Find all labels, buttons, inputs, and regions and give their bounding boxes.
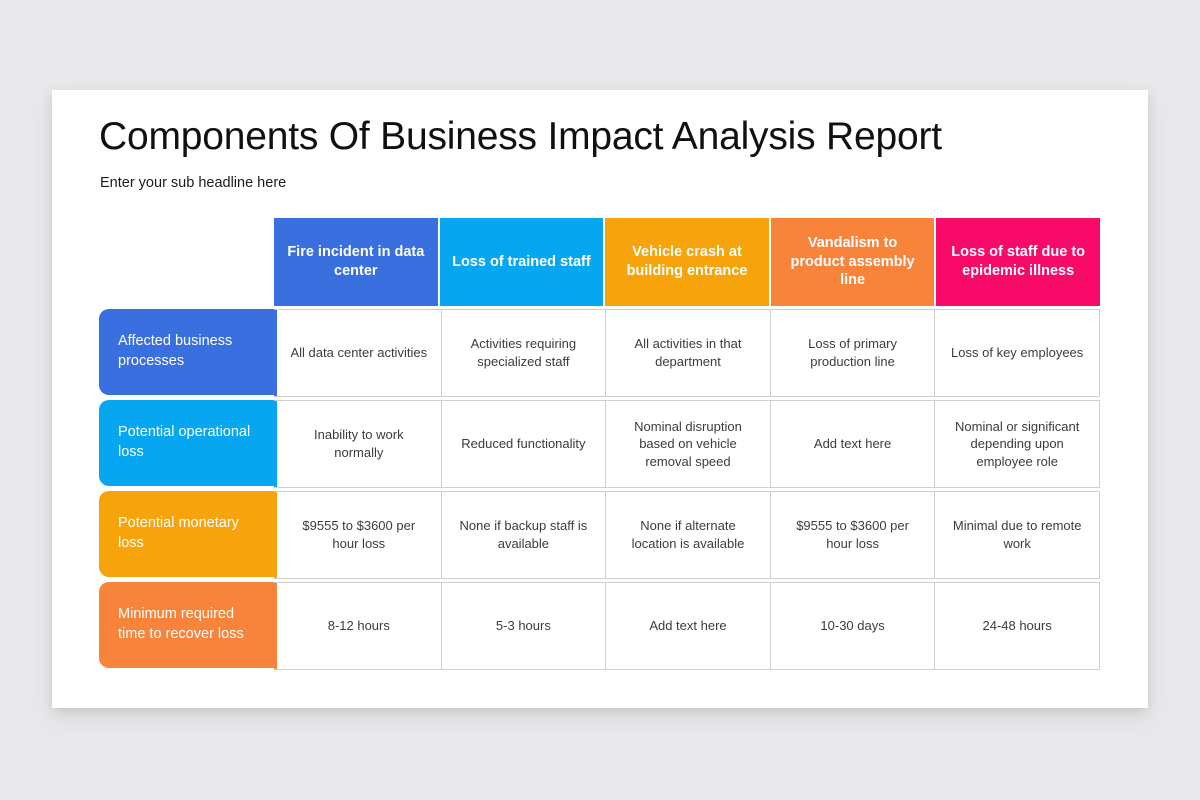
- cell-r4c5[interactable]: 24-48 hours: [935, 583, 1100, 669]
- row-label-potential-monetary-loss-wrap: Potential monetary loss: [99, 491, 274, 579]
- cell-r3c5[interactable]: Minimal due to remote work: [935, 492, 1100, 578]
- row-cells: Inability to work normally Reduced funct…: [274, 400, 1100, 488]
- table-header-row: Fire incident in data center Loss of tra…: [99, 218, 1100, 306]
- cell-r1c5[interactable]: Loss of key employees: [935, 310, 1100, 396]
- column-header-fire-incident[interactable]: Fire incident in data center: [274, 218, 440, 306]
- cell-r3c3[interactable]: None if alternate location is available: [606, 492, 771, 578]
- impact-matrix-table: Fire incident in data center Loss of tra…: [99, 218, 1100, 670]
- cell-r2c4[interactable]: Add text here: [770, 401, 936, 487]
- row-cells: $9555 to $3600 per hour loss None if bac…: [274, 491, 1100, 579]
- column-header-epidemic-illness[interactable]: Loss of staff due to epidemic illness: [936, 218, 1100, 306]
- cell-r1c4[interactable]: Loss of primary production line: [770, 310, 936, 396]
- page-subtitle: Enter your sub headline here: [100, 175, 287, 191]
- cell-r4c3[interactable]: Add text here: [606, 583, 771, 669]
- cell-r4c4[interactable]: 10-30 days: [770, 583, 936, 669]
- row-label-potential-operational-loss-wrap: Potential operational loss: [99, 400, 274, 488]
- cell-r2c3[interactable]: Nominal disruption based on vehicle remo…: [606, 401, 771, 487]
- row-cells: 8-12 hours 5-3 hours Add text here 10-30…: [274, 582, 1100, 670]
- cell-r3c1[interactable]: $9555 to $3600 per hour loss: [274, 492, 442, 578]
- table-row: Potential operational loss Inability to …: [99, 400, 1100, 488]
- column-header-vandalism[interactable]: Vandalism to product assembly line: [770, 218, 937, 306]
- page-title: Components Of Business Impact Analysis R…: [99, 115, 942, 158]
- row-label-minimum-recovery-time-wrap: Minimum required time to recover loss: [99, 582, 274, 670]
- cell-r1c2[interactable]: Activities requiring specialized staff: [441, 310, 607, 396]
- cell-r1c3[interactable]: All activities in that department: [606, 310, 771, 396]
- row-label-potential-monetary-loss[interactable]: Potential monetary loss: [99, 491, 274, 577]
- column-header-vehicle-crash[interactable]: Vehicle crash at building entrance: [605, 218, 771, 306]
- cell-r4c1[interactable]: 8-12 hours: [274, 583, 442, 669]
- row-label-affected-business-processes-wrap: Affected business processes: [99, 309, 274, 397]
- cell-r2c1[interactable]: Inability to work normally: [274, 401, 442, 487]
- cell-r3c4[interactable]: $9555 to $3600 per hour loss: [770, 492, 936, 578]
- table-row: Affected business processes All data cen…: [99, 309, 1100, 397]
- slide-canvas: Components Of Business Impact Analysis R…: [52, 90, 1148, 708]
- header-cells: Fire incident in data center Loss of tra…: [274, 218, 1100, 306]
- cell-r3c2[interactable]: None if backup staff is available: [441, 492, 607, 578]
- row-label-potential-operational-loss[interactable]: Potential operational loss: [99, 400, 274, 486]
- cell-r4c2[interactable]: 5-3 hours: [441, 583, 607, 669]
- cell-r2c5[interactable]: Nominal or significant depending upon em…: [935, 401, 1100, 487]
- row-cells: All data center activities Activities re…: [274, 309, 1100, 397]
- cell-r2c2[interactable]: Reduced functionality: [441, 401, 607, 487]
- row-label-affected-business-processes[interactable]: Affected business processes: [99, 309, 274, 395]
- column-header-loss-of-trained-staff[interactable]: Loss of trained staff: [439, 218, 606, 306]
- table-corner-cell: [99, 218, 274, 306]
- row-label-minimum-recovery-time[interactable]: Minimum required time to recover loss: [99, 582, 274, 668]
- table-row: Potential monetary loss $9555 to $3600 p…: [99, 491, 1100, 579]
- cell-r1c1[interactable]: All data center activities: [274, 310, 442, 396]
- table-row: Minimum required time to recover loss 8-…: [99, 582, 1100, 670]
